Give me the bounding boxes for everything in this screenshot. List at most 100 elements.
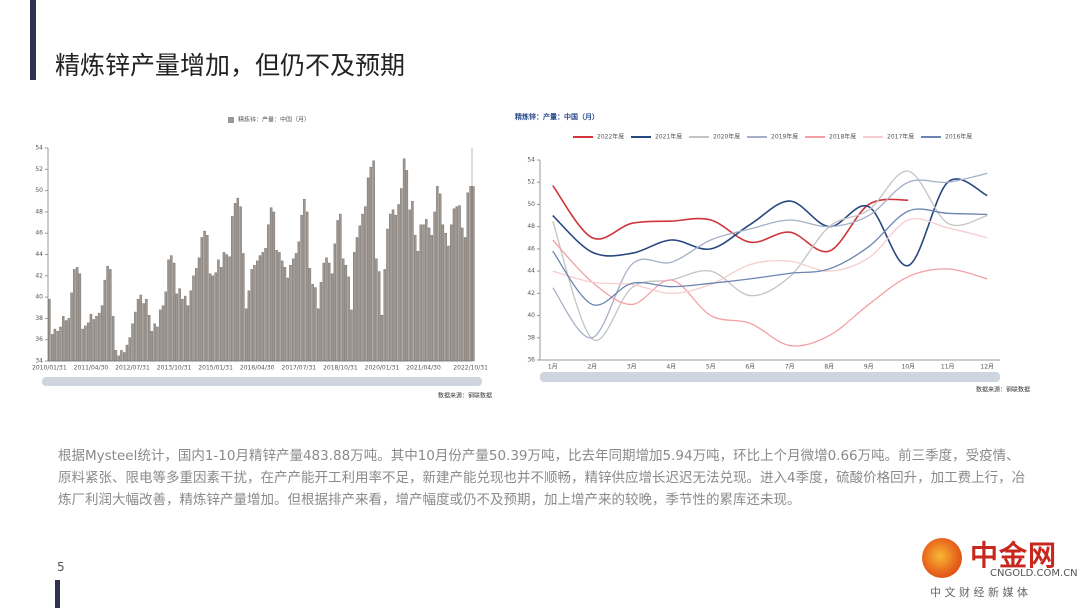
bar: [303, 198, 306, 362]
bar: [217, 259, 220, 362]
bar: [364, 206, 367, 362]
y-tick-label: 52: [35, 166, 43, 173]
legend-label: 2021年度: [655, 133, 682, 141]
bar: [125, 344, 129, 362]
x-tick-label: 8月: [824, 364, 834, 371]
y-tick-label: 46: [35, 230, 43, 237]
bar: [253, 264, 256, 362]
logo-icon: [922, 538, 962, 578]
bar: [150, 331, 154, 362]
bar: [128, 337, 131, 362]
bar: [330, 273, 334, 362]
bar: [436, 186, 439, 362]
x-tick-label: 2015/01/31: [198, 365, 233, 372]
bar: [164, 291, 167, 362]
x-tick-label: 2022/10/31: [453, 365, 488, 372]
bar: [203, 230, 206, 362]
bar: [441, 224, 445, 362]
bar: [50, 334, 54, 362]
bar: [394, 214, 397, 362]
bar: [355, 237, 359, 362]
bar: [73, 269, 76, 362]
bar: [319, 282, 323, 362]
bar: [170, 255, 173, 362]
bar: [311, 284, 314, 362]
bar: [402, 158, 406, 362]
bar: [189, 290, 192, 362]
bar: [114, 350, 118, 362]
bar: [131, 323, 134, 362]
bar: [100, 305, 104, 362]
bar: [183, 295, 187, 362]
legend-swatch: [228, 117, 234, 123]
bar: [425, 219, 428, 362]
bar: [181, 299, 184, 362]
bar: [353, 252, 356, 362]
bar: [305, 211, 309, 362]
bar: [123, 352, 126, 362]
bar: [344, 264, 348, 362]
bar: [219, 267, 223, 362]
bar: [333, 243, 337, 362]
series-line: [552, 170, 988, 342]
bar: [347, 276, 350, 362]
y-tick-label: 38: [527, 334, 535, 341]
x-tick-label: 2月: [587, 364, 597, 371]
footer-bar: [55, 580, 60, 608]
bar: [389, 213, 392, 362]
accent-bar: [30, 0, 36, 80]
y-tick-label: 42: [527, 290, 535, 297]
bar: [206, 235, 209, 362]
bar: [444, 233, 447, 362]
bar: [419, 224, 422, 362]
bar: [120, 350, 123, 362]
bar: [433, 211, 436, 362]
bar: [336, 220, 339, 362]
source: 数据来源：钢联数据: [976, 386, 1030, 394]
bar: [186, 305, 190, 362]
bar: [103, 279, 107, 362]
bar: [325, 257, 328, 362]
bar: [278, 252, 281, 362]
body-text: 根据Mysteel统计，国内1-10月精锌产量483.88万吨。其中10月份产量…: [58, 448, 1026, 508]
bar: [416, 251, 420, 362]
y-tick-label: 50: [35, 187, 43, 194]
x-tick-label: 12月: [980, 364, 994, 371]
bar: [369, 167, 373, 362]
bar: [430, 235, 434, 362]
slide-title: 精炼锌产量增加，但仍不及预期: [55, 51, 406, 80]
legend-label: 2016年度: [945, 133, 972, 141]
series-line: [552, 172, 988, 339]
bar: [427, 227, 431, 362]
bar: [233, 203, 237, 362]
bar: [289, 264, 292, 362]
bar: [167, 259, 170, 362]
bar: [297, 241, 301, 362]
y-tick-label: 50: [527, 201, 535, 208]
charts: 精炼锌：产量：中国（月） 34 36 38 40 42 44 46 48 50 52 54 2010/0…: [32, 112, 1030, 400]
y-tick-label: 38: [35, 315, 43, 322]
bar: [161, 305, 165, 362]
bar: [145, 299, 148, 362]
y-tick-label: 42: [35, 272, 43, 279]
bar: [294, 253, 298, 362]
y-tick-label: 48: [35, 208, 43, 215]
y-tick-label: 44: [527, 268, 535, 275]
series-line: [552, 185, 909, 253]
bar: [275, 250, 278, 362]
bar: [463, 237, 467, 362]
legend-label: 2020年度: [713, 133, 740, 141]
bar: [250, 269, 253, 362]
bar: [328, 262, 331, 362]
bar: [244, 308, 248, 362]
bar: [197, 257, 201, 362]
x-tick-label: 2018/10/31: [323, 365, 358, 372]
bar: [200, 237, 204, 362]
legend-label: 2019年度: [771, 133, 798, 141]
bar: [408, 209, 411, 362]
bar: [67, 318, 70, 362]
bar: [450, 224, 453, 362]
series-line: [552, 208, 988, 306]
bar: [84, 325, 87, 362]
